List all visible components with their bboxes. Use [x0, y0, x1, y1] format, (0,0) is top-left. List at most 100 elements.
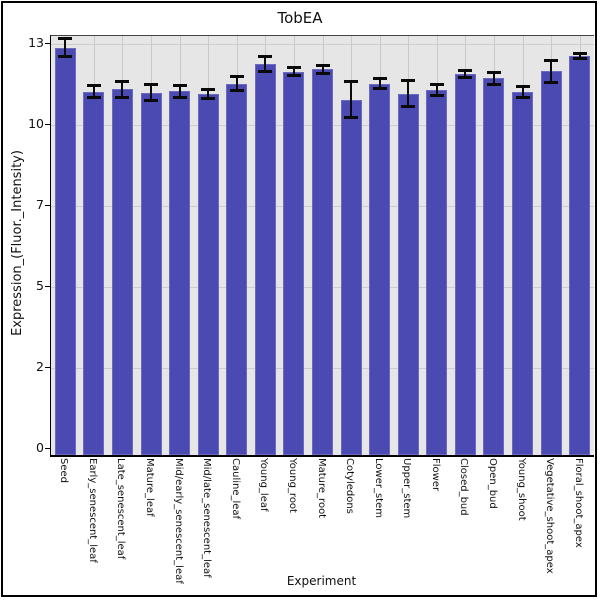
bar — [169, 91, 191, 455]
error-bar-cap-top — [401, 79, 416, 83]
x-category-label: Early_senescent_leaf — [86, 458, 98, 563]
error-bar-cap-bottom — [458, 76, 473, 80]
y-axis-label: Expression_(Fluor._Intensity) — [10, 150, 25, 336]
x-category-label: Cauline_leaf — [229, 458, 241, 520]
error-bar-cap-bottom — [86, 95, 101, 99]
error-bar-line — [321, 64, 324, 74]
error-bar-line — [378, 78, 381, 89]
x-category-label: Floral_shoot_apex — [572, 458, 584, 548]
bar — [140, 92, 162, 455]
x-category-label: Young_shoot — [515, 458, 527, 521]
error-bar-line — [292, 67, 295, 77]
x-category-label: Late_senescent_leaf — [115, 458, 127, 560]
x-category-label: Lower_stem — [372, 458, 384, 518]
y-tick-mark — [45, 43, 50, 44]
x-category-label: Seed — [58, 458, 70, 483]
error-bar-cap-top — [144, 82, 159, 86]
error-bar-line — [492, 71, 495, 85]
x-category-label: Young_leaf — [258, 458, 270, 512]
error-bar-line — [178, 84, 181, 98]
error-bar-line — [464, 70, 467, 79]
bar — [540, 71, 562, 455]
bar — [197, 94, 219, 455]
y-tick-label: 7 — [36, 197, 44, 212]
bar — [283, 71, 305, 455]
error-bar-cap-bottom — [58, 55, 73, 59]
bar — [369, 83, 391, 455]
y-tick-mark — [45, 124, 50, 125]
error-bar-cap-top — [201, 87, 216, 91]
bar — [569, 56, 591, 455]
bar — [83, 91, 105, 455]
x-category-label: Open_bud — [486, 458, 498, 509]
error-bar-cap-top — [286, 66, 301, 70]
x-category-label: Mature_root — [315, 458, 327, 519]
error-bar-line — [264, 56, 267, 73]
error-bar-cap-top — [486, 70, 501, 74]
error-bar-line — [407, 80, 410, 108]
error-bar-cap-top — [86, 84, 101, 88]
y-tick-label: 10 — [28, 116, 44, 131]
error-bar-cap-bottom — [258, 70, 273, 74]
x-category-label: Closed_bud — [458, 458, 470, 516]
bar — [111, 89, 133, 455]
error-bar-cap-bottom — [172, 95, 187, 99]
y-tick-mark — [45, 286, 50, 287]
bar — [254, 64, 276, 455]
error-bar-cap-bottom — [344, 116, 359, 120]
y-tick-mark — [45, 205, 50, 206]
error-bar-line — [64, 38, 67, 58]
x-category-label: Upper_stem — [401, 458, 413, 519]
bar — [226, 83, 248, 455]
x-category-label: Mid/early_senescent_leaf — [172, 458, 184, 584]
error-bar-cap-top — [58, 37, 73, 41]
bar — [340, 99, 362, 455]
error-bar-line — [121, 80, 124, 98]
y-tick-mark — [45, 367, 50, 368]
error-bar-cap-bottom — [401, 105, 416, 109]
error-bar-line — [92, 85, 95, 98]
error-bar-cap-top — [458, 69, 473, 73]
error-bar-cap-top — [115, 79, 130, 83]
bar — [426, 89, 448, 455]
bar — [54, 47, 76, 455]
error-bar-cap-bottom — [515, 96, 530, 100]
error-bar-cap-top — [515, 84, 530, 88]
error-bar-cap-bottom — [572, 57, 587, 61]
error-bar-cap-top — [315, 63, 330, 67]
error-bar-cap-bottom — [429, 94, 444, 98]
error-bar-cap-top — [172, 83, 187, 87]
bar — [454, 74, 476, 455]
error-bar-line — [435, 83, 438, 97]
error-bar-line — [521, 85, 524, 99]
x-category-label: Mid/late_senescent_leaf — [201, 458, 213, 578]
error-bar-line — [150, 83, 153, 102]
y-tick-label: 0 — [36, 440, 44, 455]
bar — [397, 93, 419, 455]
y-tick-mark — [45, 448, 50, 449]
bar — [483, 78, 505, 455]
error-bar-cap-bottom — [372, 86, 387, 90]
bar — [512, 91, 534, 455]
error-bar-cap-top — [229, 74, 244, 78]
x-axis-label: Experiment — [286, 574, 357, 588]
error-bar-cap-top — [372, 77, 387, 81]
error-bar-line — [550, 59, 553, 83]
error-bar-cap-top — [429, 82, 444, 86]
x-category-label: Flower — [429, 458, 441, 492]
y-tick-label: 5 — [36, 278, 44, 293]
error-bar-cap-bottom — [486, 82, 501, 86]
error-bar-cap-top — [544, 58, 559, 62]
error-bar-cap-bottom — [286, 74, 301, 78]
x-category-label: Cotyledons — [344, 458, 356, 514]
error-bar-cap-bottom — [144, 99, 159, 103]
error-bar-cap-top — [344, 80, 359, 84]
error-bar-cap-bottom — [115, 95, 130, 99]
y-tick-label: 2 — [36, 359, 44, 374]
error-bar-line — [207, 88, 210, 100]
error-bar-cap-bottom — [229, 89, 244, 93]
plot-area — [50, 35, 594, 457]
error-bar-line — [350, 81, 353, 119]
y-tick-label: 13 — [28, 35, 44, 50]
